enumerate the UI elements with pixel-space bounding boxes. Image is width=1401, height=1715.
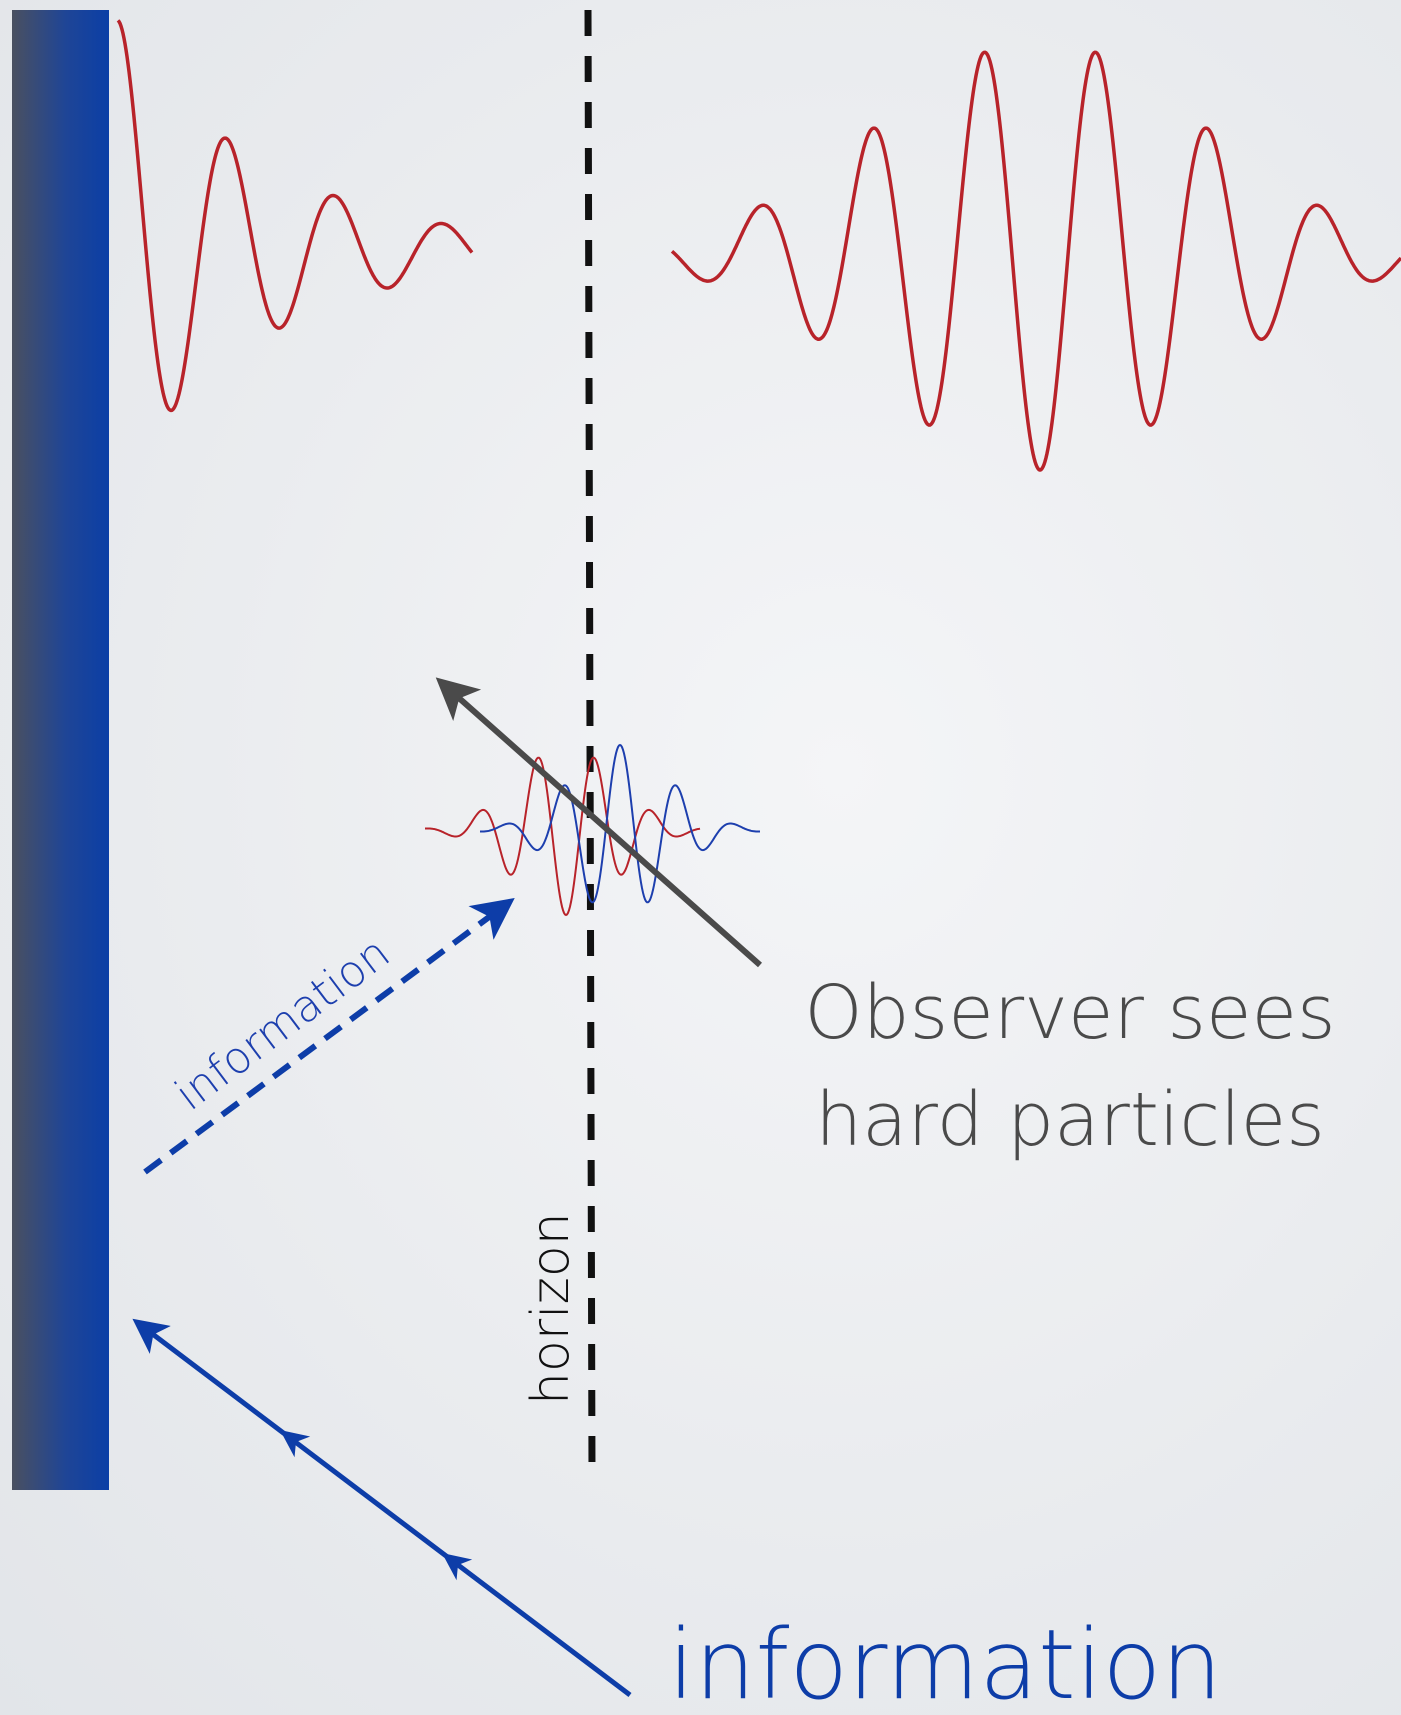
observer-arrow xyxy=(435,677,762,968)
information-arrowhead-mid-2 xyxy=(442,1553,473,1581)
information-small-label: information xyxy=(166,927,400,1121)
blue-wave-small-horizon xyxy=(480,743,760,904)
red-wave-top-right xyxy=(670,50,1401,472)
red-wave-top-left xyxy=(116,19,474,413)
observer-label-line2: hard particles xyxy=(815,1077,1325,1163)
red-wave-small-horizon xyxy=(425,756,701,917)
observer-label-line1: Observer sees xyxy=(804,970,1335,1056)
information-solid-arrow xyxy=(132,1318,632,1697)
information-arrowhead-mid-1 xyxy=(280,1430,311,1458)
horizon-label: horizon xyxy=(521,1212,581,1405)
information-dashed-arrow xyxy=(143,897,515,1175)
horizon-line xyxy=(584,9,596,1476)
left-wall xyxy=(12,10,109,1490)
information-big-label: information xyxy=(668,1609,1222,1715)
